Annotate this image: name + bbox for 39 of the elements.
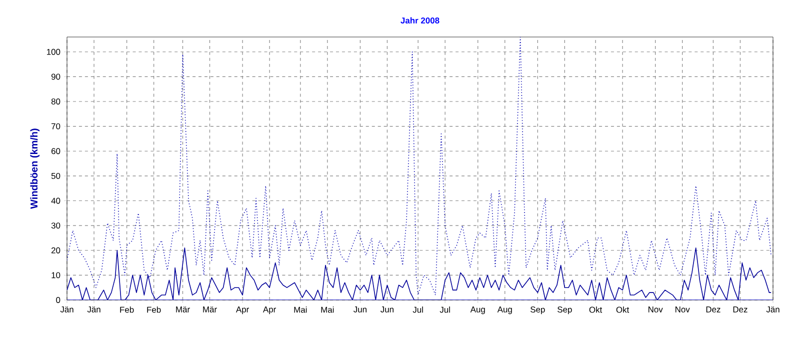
x-tick-label: Aug (470, 306, 485, 314)
x-tick-label: Jun (354, 306, 366, 312)
line-series (67, 36, 772, 296)
y-tick-label: 70 (52, 123, 60, 130)
y-tick-label: 10 (52, 272, 60, 278)
x-tick-label: Jul (440, 306, 450, 313)
x-tick-label: Sep (530, 306, 545, 314)
x-tick-label: Okt (616, 306, 630, 313)
y-tick-label: 40 (51, 198, 60, 204)
x-tick-label: Mär (203, 306, 217, 312)
x-tick-label: Jän (60, 306, 74, 312)
x-tick-label: Apr (236, 306, 249, 314)
y-tick-label: 60 (52, 148, 60, 154)
x-tick-label: Sep (558, 306, 572, 314)
y-tick-label: 50 (51, 172, 60, 179)
x-tick-label: Mär (176, 306, 190, 312)
x-tick-label: Jän (87, 306, 100, 312)
x-tick-label: Mai (294, 306, 307, 313)
x-tick-label: Okt (589, 306, 602, 313)
y-tick-label: 0 (56, 297, 60, 303)
x-tick-label: Jän (766, 306, 780, 312)
x-tick-label: Dez (733, 306, 748, 312)
y-axis-title: Windböen (km/h) (30, 128, 40, 209)
x-tick-label: Dez (706, 306, 720, 312)
x-tick-label: Jul (412, 306, 423, 313)
chart-title: Jahr 2008 (400, 17, 440, 24)
x-tick-label: Nov (676, 306, 690, 312)
y-tick-label: 100 (46, 48, 60, 55)
x-tick-label: Mai (321, 306, 334, 313)
y-tick-label: 20 (51, 247, 60, 254)
y-tick-label: 80 (51, 98, 60, 104)
x-tick-label: Aug (497, 306, 512, 314)
x-tick-label: Nov (648, 306, 663, 312)
x-tick-label: Jun (380, 306, 394, 312)
y-tick-label: 30 (51, 222, 60, 229)
y-tick-label: 90 (51, 74, 60, 80)
x-tick-label: Apr (262, 306, 276, 314)
x-tick-label: Feb (147, 306, 161, 313)
x-tick-label: Feb (120, 306, 134, 313)
